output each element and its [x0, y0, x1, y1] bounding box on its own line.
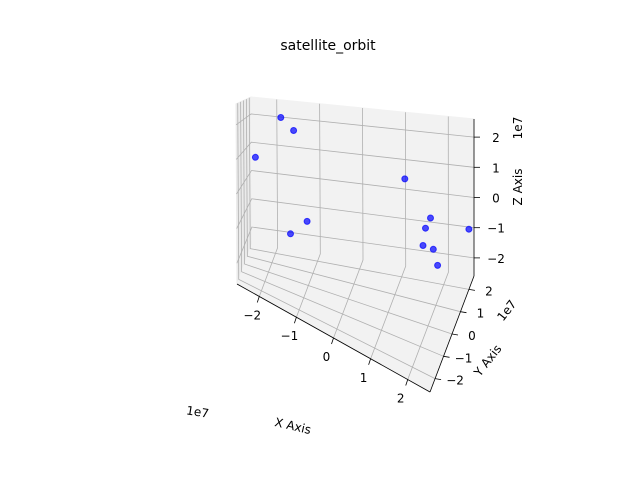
y-gridline	[240, 101, 444, 357]
y-tick-label: −2	[446, 374, 464, 388]
x-tick-label: 0	[323, 350, 331, 364]
data-point	[303, 217, 311, 225]
z-tick-label: 2	[492, 131, 500, 145]
x-axis-label: X Axis	[273, 415, 312, 437]
x-tick-label: 1	[360, 371, 368, 385]
data-point	[427, 214, 434, 222]
y-tick-mark	[435, 378, 442, 381]
x-offset-text: 1e7	[185, 403, 210, 420]
axis-lines	[236, 119, 480, 393]
y-tick-label: 2	[485, 284, 493, 298]
z-tick-label: 1	[492, 161, 500, 175]
y-tick-label: −1	[455, 351, 473, 365]
chart-title: satellite_orbit	[280, 38, 376, 54]
x-gridline	[258, 99, 279, 297]
y-tick-label: 0	[468, 329, 476, 343]
data-point	[401, 175, 409, 183]
x-gridline	[333, 107, 364, 339]
y-gridline	[237, 103, 436, 379]
x-tick-label: −2	[243, 308, 261, 322]
y-gridline	[248, 97, 469, 290]
data-point	[434, 261, 442, 269]
x-gridline	[370, 112, 407, 359]
x-tick-label: 2	[397, 392, 405, 406]
y-tick-mark	[468, 288, 475, 291]
data-point	[287, 230, 294, 238]
x-tick-label: −1	[281, 329, 299, 343]
y-tick-mark	[460, 311, 467, 314]
z-gridline	[236, 170, 475, 198]
y-gridline	[245, 99, 461, 313]
y-tick-mark	[451, 333, 459, 336]
z-gridline	[236, 198, 475, 229]
x-tick-mark	[405, 379, 409, 386]
z-tick-label: −2	[487, 252, 505, 266]
y-tick-label: 1	[477, 307, 485, 321]
gridlines	[235, 97, 475, 380]
data-point	[251, 153, 259, 161]
data-point	[277, 114, 285, 121]
y-gridline	[243, 100, 453, 335]
x-gridline	[296, 103, 321, 318]
x-tick-mark	[256, 296, 260, 303]
x-tick-mark	[331, 337, 334, 345]
data-point	[422, 224, 429, 232]
z-gridline	[235, 113, 475, 138]
x-gridline	[407, 116, 449, 380]
data-point	[465, 225, 473, 233]
z-gridline	[236, 141, 475, 168]
data-point	[290, 127, 298, 134]
z-tick-label: 0	[492, 192, 500, 206]
x-tick-mark	[368, 358, 371, 365]
z-axis-label: Z Axis	[511, 169, 525, 206]
y-axis-label: Y Axis	[471, 342, 505, 380]
y-offset-text: 1e7	[494, 297, 519, 323]
y-tick-mark	[443, 355, 450, 358]
axis-panes	[235, 96, 475, 393]
data-point	[429, 245, 437, 253]
z-offset-text: 1e7	[511, 117, 525, 140]
data-point	[419, 242, 427, 249]
z-tick-label: −1	[487, 222, 505, 236]
x-tick-mark	[294, 317, 297, 324]
data-points	[251, 114, 473, 269]
